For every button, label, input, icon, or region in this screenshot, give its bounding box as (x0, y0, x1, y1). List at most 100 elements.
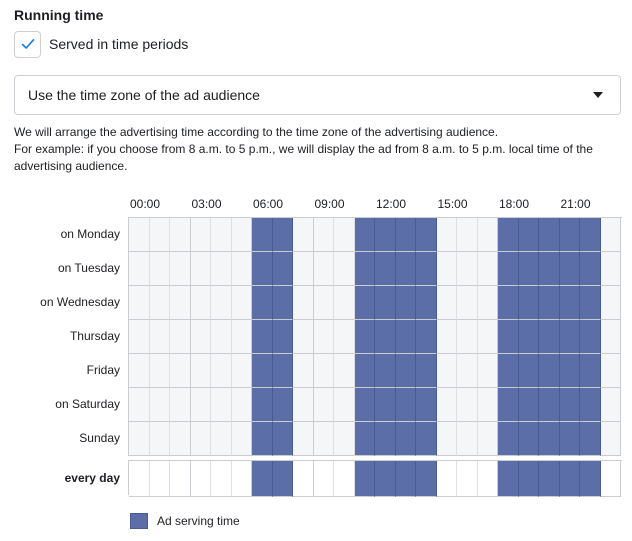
hour-cell[interactable] (190, 354, 211, 388)
hour-cell[interactable] (477, 388, 498, 422)
hour-cell[interactable] (313, 286, 334, 320)
hour-cell[interactable] (211, 461, 232, 497)
hour-cell[interactable] (190, 252, 211, 286)
hour-cell[interactable] (313, 461, 334, 497)
hour-cell[interactable] (149, 461, 170, 497)
hour-cell[interactable] (375, 461, 396, 497)
hour-cell[interactable] (170, 354, 191, 388)
hour-cell[interactable] (252, 422, 273, 456)
hour-cell[interactable] (457, 388, 478, 422)
hour-cell[interactable] (252, 286, 273, 320)
hour-cell[interactable] (231, 388, 252, 422)
hour-cell[interactable] (416, 252, 437, 286)
hour-cell[interactable] (231, 422, 252, 456)
hour-cell[interactable] (211, 252, 232, 286)
hour-cell[interactable] (170, 320, 191, 354)
hour-cell[interactable] (600, 320, 621, 354)
hour-cell[interactable] (580, 320, 601, 354)
hour-cell[interactable] (416, 461, 437, 497)
hour-cell[interactable] (539, 218, 560, 252)
hour-cell[interactable] (580, 354, 601, 388)
hour-cell[interactable] (190, 422, 211, 456)
checkbox-box[interactable] (14, 30, 41, 58)
hour-cell[interactable] (313, 388, 334, 422)
hour-cell[interactable] (190, 461, 211, 497)
hour-cell[interactable] (334, 422, 355, 456)
hour-cell[interactable] (231, 252, 252, 286)
hour-cell[interactable] (293, 461, 314, 497)
hour-cell[interactable] (375, 422, 396, 456)
hour-cell[interactable] (231, 218, 252, 252)
hour-cell[interactable] (129, 461, 150, 497)
hour-cell[interactable] (457, 354, 478, 388)
hour-cell[interactable] (190, 320, 211, 354)
hour-cell[interactable] (457, 218, 478, 252)
served-in-time-periods-checkbox[interactable]: Served in time periods (14, 30, 188, 58)
hour-cell[interactable] (559, 320, 580, 354)
hour-cell[interactable] (375, 354, 396, 388)
hour-cell[interactable] (600, 252, 621, 286)
hour-cell[interactable] (354, 388, 375, 422)
hour-cell[interactable] (436, 286, 457, 320)
hour-cell[interactable] (498, 354, 519, 388)
hour-cell[interactable] (416, 218, 437, 252)
hour-cell[interactable] (600, 218, 621, 252)
hour-cell[interactable] (211, 320, 232, 354)
hour-cell[interactable] (149, 354, 170, 388)
hour-cell[interactable] (170, 388, 191, 422)
hour-cell[interactable] (211, 354, 232, 388)
hour-cell[interactable] (272, 461, 293, 497)
hour-cell[interactable] (354, 218, 375, 252)
hour-cell[interactable] (293, 354, 314, 388)
hour-cell[interactable] (498, 286, 519, 320)
hour-cell[interactable] (231, 320, 252, 354)
hour-cell[interactable] (313, 354, 334, 388)
hour-cell[interactable] (477, 461, 498, 497)
hour-cell[interactable] (252, 320, 273, 354)
hour-cell[interactable] (416, 286, 437, 320)
hour-cell[interactable] (293, 320, 314, 354)
hour-cell[interactable] (293, 388, 314, 422)
hour-cell[interactable] (313, 422, 334, 456)
hour-cell[interactable] (231, 354, 252, 388)
hour-cell[interactable] (170, 286, 191, 320)
hour-cell[interactable] (559, 422, 580, 456)
hour-cell[interactable] (600, 388, 621, 422)
hour-cell[interactable] (354, 286, 375, 320)
hour-cell[interactable] (395, 388, 416, 422)
hour-cell[interactable] (293, 218, 314, 252)
hour-cell[interactable] (354, 354, 375, 388)
hour-cell[interactable] (375, 218, 396, 252)
hour-cell[interactable] (313, 320, 334, 354)
hour-cell[interactable] (129, 320, 150, 354)
hour-cell[interactable] (518, 320, 539, 354)
hour-cell[interactable] (313, 252, 334, 286)
hour-cell[interactable] (436, 252, 457, 286)
schedule-grid[interactable] (128, 217, 622, 456)
hour-cell[interactable] (354, 422, 375, 456)
hour-cell[interactable] (518, 388, 539, 422)
hour-cell[interactable] (457, 252, 478, 286)
hour-cell[interactable] (477, 422, 498, 456)
hour-cell[interactable] (252, 218, 273, 252)
hour-cell[interactable] (129, 252, 150, 286)
hour-cell[interactable] (190, 388, 211, 422)
hour-cell[interactable] (293, 422, 314, 456)
hour-cell[interactable] (272, 218, 293, 252)
hour-cell[interactable] (600, 286, 621, 320)
hour-cell[interactable] (170, 461, 191, 497)
hour-cell[interactable] (559, 252, 580, 286)
hour-cell[interactable] (539, 354, 560, 388)
hour-cell[interactable] (518, 252, 539, 286)
hour-cell[interactable] (416, 354, 437, 388)
hour-cell[interactable] (498, 218, 519, 252)
hour-cell[interactable] (149, 388, 170, 422)
hour-cell[interactable] (457, 422, 478, 456)
hour-cell[interactable] (395, 252, 416, 286)
hour-cell[interactable] (334, 354, 355, 388)
hour-cell[interactable] (580, 388, 601, 422)
hour-cell[interactable] (477, 218, 498, 252)
hour-cell[interactable] (211, 286, 232, 320)
hour-cell[interactable] (272, 320, 293, 354)
hour-cell[interactable] (129, 354, 150, 388)
